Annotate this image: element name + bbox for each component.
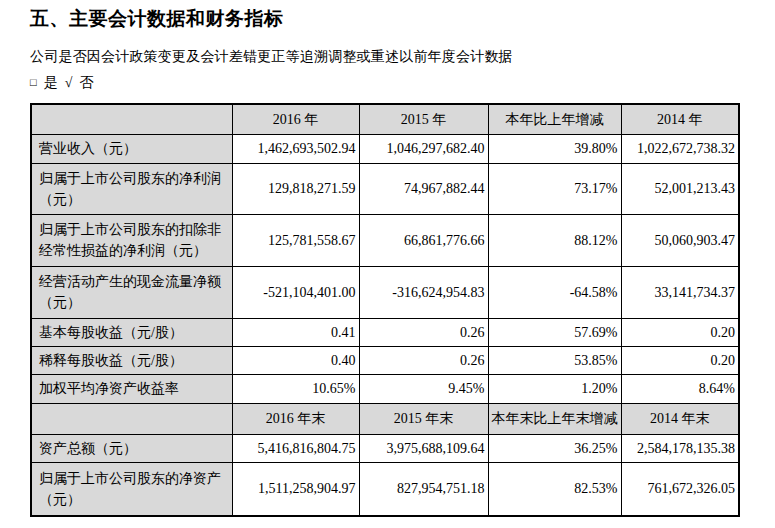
- table-row: 经营活动产生的现金流量净额（元） -521,104,401.00 -316,62…: [31, 266, 739, 318]
- value-cell: 36.25%: [488, 434, 621, 462]
- value-cell: 1.20%: [488, 374, 621, 403]
- value-cell: 53.85%: [488, 346, 621, 374]
- table-row: 营业收入（元） 1,462,693,502.94 1,046,297,682.4…: [31, 134, 739, 163]
- row-label-cell: 归属于上市公司股东的净资产（元）: [31, 462, 232, 516]
- value-cell: 0.20: [621, 318, 739, 346]
- table-row: 资产总额（元） 5,416,816,804.75 3,975,688,109.6…: [31, 434, 739, 462]
- value-cell: 74,967,882.44: [359, 163, 488, 214]
- value-cell: 39.80%: [488, 134, 621, 163]
- value-cell: 0.26: [359, 346, 488, 374]
- table-header-row-annual: 2016 年 2015 年 本年比上年增减 2014 年: [31, 104, 739, 134]
- value-cell: 125,781,558.67: [232, 214, 359, 266]
- header-cell-yoy-change: 本年比上年增减: [488, 104, 621, 134]
- value-cell: 1,511,258,904.97: [232, 462, 359, 516]
- value-cell: 2,584,178,135.38: [621, 434, 739, 462]
- row-label-cell: 资产总额（元）: [31, 434, 232, 462]
- value-cell: 8.64%: [621, 374, 739, 403]
- checkbox-no-label: 否: [79, 75, 93, 90]
- header-cell-blank: [31, 104, 232, 134]
- value-cell: 52,001,213.43: [621, 163, 739, 214]
- value-cell: -521,104,401.00: [232, 266, 359, 318]
- value-cell: 1,022,672,738.32: [621, 134, 739, 163]
- header-cell-2015-eoy: 2015 年末: [359, 403, 488, 434]
- value-cell: 50,060,903.47: [621, 214, 739, 266]
- header-cell-blank: [31, 403, 232, 434]
- header-cell-2016: 2016 年: [232, 104, 359, 134]
- value-cell: 0.26: [359, 318, 488, 346]
- restatement-question: 公司是否因会计政策变更及会计差错更正等追溯调整或重述以前年度会计数据: [30, 48, 513, 66]
- value-cell: 5,416,816,804.75: [232, 434, 359, 462]
- header-cell-2015: 2015 年: [359, 104, 488, 134]
- row-label-cell: 营业收入（元）: [31, 134, 232, 163]
- value-cell: -64.58%: [488, 266, 621, 318]
- table-row: 加权平均净资产收益率 10.65% 9.45% 1.20% 8.64%: [31, 374, 739, 403]
- value-cell: 827,954,751.18: [359, 462, 488, 516]
- value-cell: 66,861,776.66: [359, 214, 488, 266]
- value-cell: 82.53%: [488, 462, 621, 516]
- document-page: { "page": { "section_title": "五、主要会计数据和财…: [0, 0, 775, 528]
- value-cell: 0.20: [621, 346, 739, 374]
- checkbox-yes-icon: □: [30, 76, 37, 88]
- header-cell-2014: 2014 年: [621, 104, 739, 134]
- row-label-cell: 加权平均净资产收益率: [31, 374, 232, 403]
- table-row: 归属于上市公司股东的净利润（元） 129,818,271.59 74,967,8…: [31, 163, 739, 214]
- row-label-cell: 经营活动产生的现金流量净额（元）: [31, 266, 232, 318]
- checkbox-yes-label: 是: [44, 75, 58, 90]
- row-label-cell: 归属于上市公司股东的扣除非经常性损益的净利润（元）: [31, 214, 232, 266]
- value-cell: 33,141,734.37: [621, 266, 739, 318]
- header-cell-eoy-change: 本年末比上年末增减: [488, 403, 621, 434]
- value-cell: 761,672,326.05: [621, 462, 739, 516]
- restatement-answer-line: □ 是 √ 否: [30, 74, 100, 92]
- value-cell: 9.45%: [359, 374, 488, 403]
- value-cell: 129,818,271.59: [232, 163, 359, 214]
- table-row: 归属于上市公司股东的净资产（元） 1,511,258,904.97 827,95…: [31, 462, 739, 516]
- header-cell-2016-eoy: 2016 年末: [232, 403, 359, 434]
- value-cell: 57.69%: [488, 318, 621, 346]
- section-title: 五、主要会计数据和财务指标: [30, 6, 284, 32]
- value-cell: 10.65%: [232, 374, 359, 403]
- row-label-cell: 归属于上市公司股东的净利润（元）: [31, 163, 232, 214]
- table-header-row-eoy: 2016 年末 2015 年末 本年末比上年末增减 2014 年末: [31, 403, 739, 434]
- financial-indicators-table: 2016 年 2015 年 本年比上年增减 2014 年 营业收入（元） 1,4…: [30, 103, 740, 517]
- value-cell: 0.40: [232, 346, 359, 374]
- value-cell: 1,462,693,502.94: [232, 134, 359, 163]
- row-label-cell: 稀释每股收益（元/股）: [31, 346, 232, 374]
- value-cell: 88.12%: [488, 214, 621, 266]
- table-row: 归属于上市公司股东的扣除非经常性损益的净利润（元） 125,781,558.67…: [31, 214, 739, 266]
- value-cell: 1,046,297,682.40: [359, 134, 488, 163]
- table-row: 基本每股收益（元/股） 0.41 0.26 57.69% 0.20: [31, 318, 739, 346]
- row-label-cell: 基本每股收益（元/股）: [31, 318, 232, 346]
- value-cell: 3,975,688,109.64: [359, 434, 488, 462]
- value-cell: 73.17%: [488, 163, 621, 214]
- table-row: 稀释每股收益（元/股） 0.40 0.26 53.85% 0.20: [31, 346, 739, 374]
- checkmark-no-icon: √: [65, 75, 73, 90]
- value-cell: -316,624,954.83: [359, 266, 488, 318]
- header-cell-2014-eoy: 2014 年末: [621, 403, 739, 434]
- value-cell: 0.41: [232, 318, 359, 346]
